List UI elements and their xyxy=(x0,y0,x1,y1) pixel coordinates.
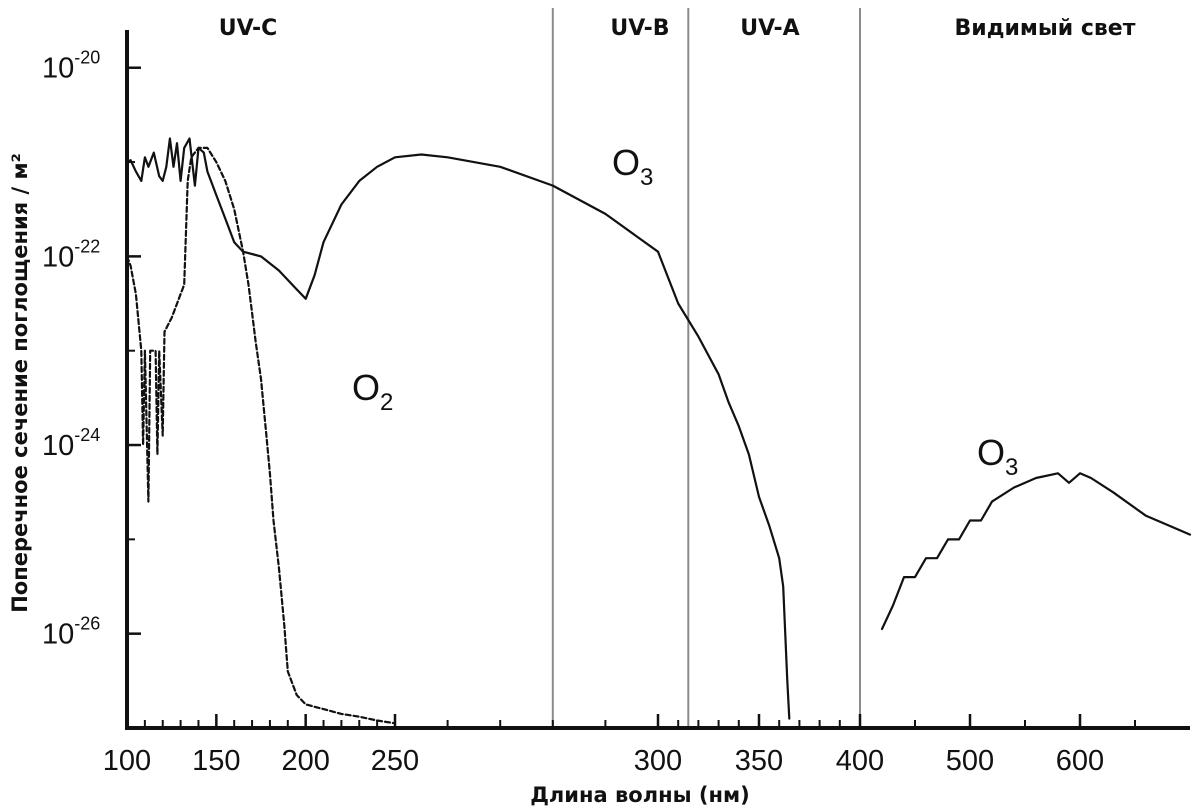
x-tick-label: 100 xyxy=(103,745,151,777)
x-tick-label: 400 xyxy=(836,745,884,777)
band-label: UV-C xyxy=(219,16,278,41)
x-tick-label: 150 xyxy=(192,745,240,777)
y-tick-label: 10-24 xyxy=(42,425,100,462)
tick-marks xyxy=(125,66,1136,729)
y-axis-title: Поперечное сечение поглощения / м² xyxy=(8,153,32,613)
x-tick-label: 500 xyxy=(946,745,994,777)
band-boundaries xyxy=(551,8,861,728)
x-tick-label: 300 xyxy=(634,745,682,777)
series-line-o3-uv- xyxy=(125,137,791,720)
x-tick-label: 350 xyxy=(735,745,783,777)
y-tick-label: 10-26 xyxy=(42,614,100,651)
data-series xyxy=(125,137,1192,725)
x-tick-label: 200 xyxy=(281,745,329,777)
y-tick-label: 10-22 xyxy=(42,236,100,273)
curve-annotation: O2 xyxy=(352,367,393,416)
band-label: UV-B xyxy=(610,16,669,41)
x-axis-title: Длина волны (нм) xyxy=(530,783,750,807)
curve-annotation: O3 xyxy=(612,142,653,191)
series-line-o2 xyxy=(125,146,397,725)
curve-annotation: O3 xyxy=(977,432,1018,481)
band-label: UV-A xyxy=(740,16,799,41)
series-line-o3-visible- xyxy=(880,472,1192,631)
y-tick-label: 10-20 xyxy=(42,48,100,85)
x-tick-label: 600 xyxy=(1056,745,1104,777)
text-labels: UV-C UV-B UV-A Видимый свет 100 150 200 250 300 3… xyxy=(8,16,1136,807)
band-label: Видимый свет xyxy=(955,16,1136,41)
x-tick-label: 250 xyxy=(371,745,419,777)
